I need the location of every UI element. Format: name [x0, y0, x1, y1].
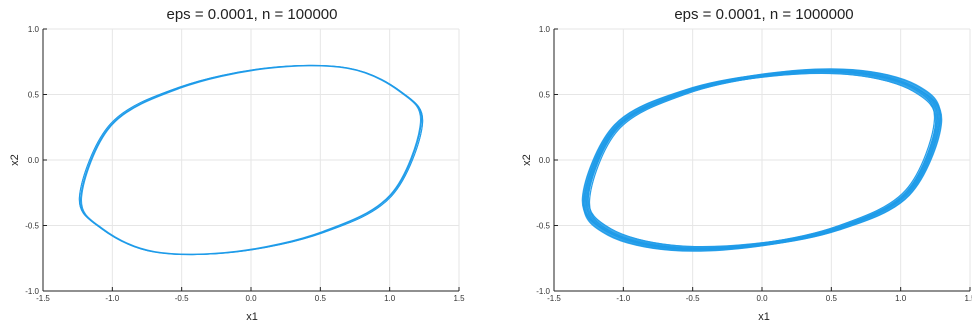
right-orbit-loop-0-17 [584, 71, 940, 249]
left-ytick-label-4: 1.0 [28, 25, 40, 34]
left-orbit-loop-0-4 [80, 64, 422, 256]
left-ytick-label-2: 0.0 [28, 156, 40, 165]
left-xtick-label-5: 1.0 [384, 294, 396, 303]
left-plot-title: eps = 0.0001, n = 100000 [167, 6, 338, 23]
right-xtick-label-3: 0.0 [756, 294, 768, 303]
left-xtick-label-1: -1.0 [105, 294, 119, 303]
left-xtick-label-6: 1.5 [453, 294, 465, 303]
left-ytick-label-1: -0.5 [25, 222, 39, 231]
left-ytick-label-3: 0.5 [28, 91, 40, 100]
right-plot-title: eps = 0.0001, n = 1000000 [674, 6, 853, 23]
right-ytick-label-1: -0.5 [536, 222, 550, 231]
right-orbit-loop-0-15 [587, 73, 937, 247]
left-orbit-curves [78, 64, 424, 256]
right-ytick-label-3: 0.5 [539, 91, 551, 100]
right-plot: eps = 0.0001, n = 1000000 -1.5 -1.0 -0.5 0.… [521, 6, 972, 323]
right-xtick-label-5: 1.0 [895, 294, 907, 303]
left-xtick-label-4: 0.5 [315, 294, 327, 303]
right-ylabel: x2 [521, 154, 533, 166]
left-xtick-label-0: -1.5 [36, 294, 50, 303]
left-xtick-label-2: -0.5 [175, 294, 189, 303]
right-xlabel: x1 [758, 311, 770, 323]
right-ytick-label-0: -1.0 [536, 287, 550, 296]
right-ytick-label-4: 1.0 [539, 25, 551, 34]
left-ylabel: x2 [9, 154, 21, 166]
right-xtick-label-1: -1.0 [616, 294, 630, 303]
right-ytick-label-2: 0.0 [539, 156, 551, 165]
left-ytick-label-0: -1.0 [25, 287, 39, 296]
right-xtick-label-0: -1.5 [547, 294, 561, 303]
left-xlabel: x1 [246, 311, 258, 323]
right-xtick-label-4: 0.5 [826, 294, 838, 303]
right-orbit-curves [581, 68, 943, 252]
right-xtick-label-6: 1.5 [964, 294, 972, 303]
right-xtick-label-2: -0.5 [686, 294, 700, 303]
left-plot: eps = 0.0001, n = 100000 -1.5 -1.0 -0.5 0.0… [9, 6, 465, 323]
left-xtick-label-3: 0.0 [245, 294, 257, 303]
